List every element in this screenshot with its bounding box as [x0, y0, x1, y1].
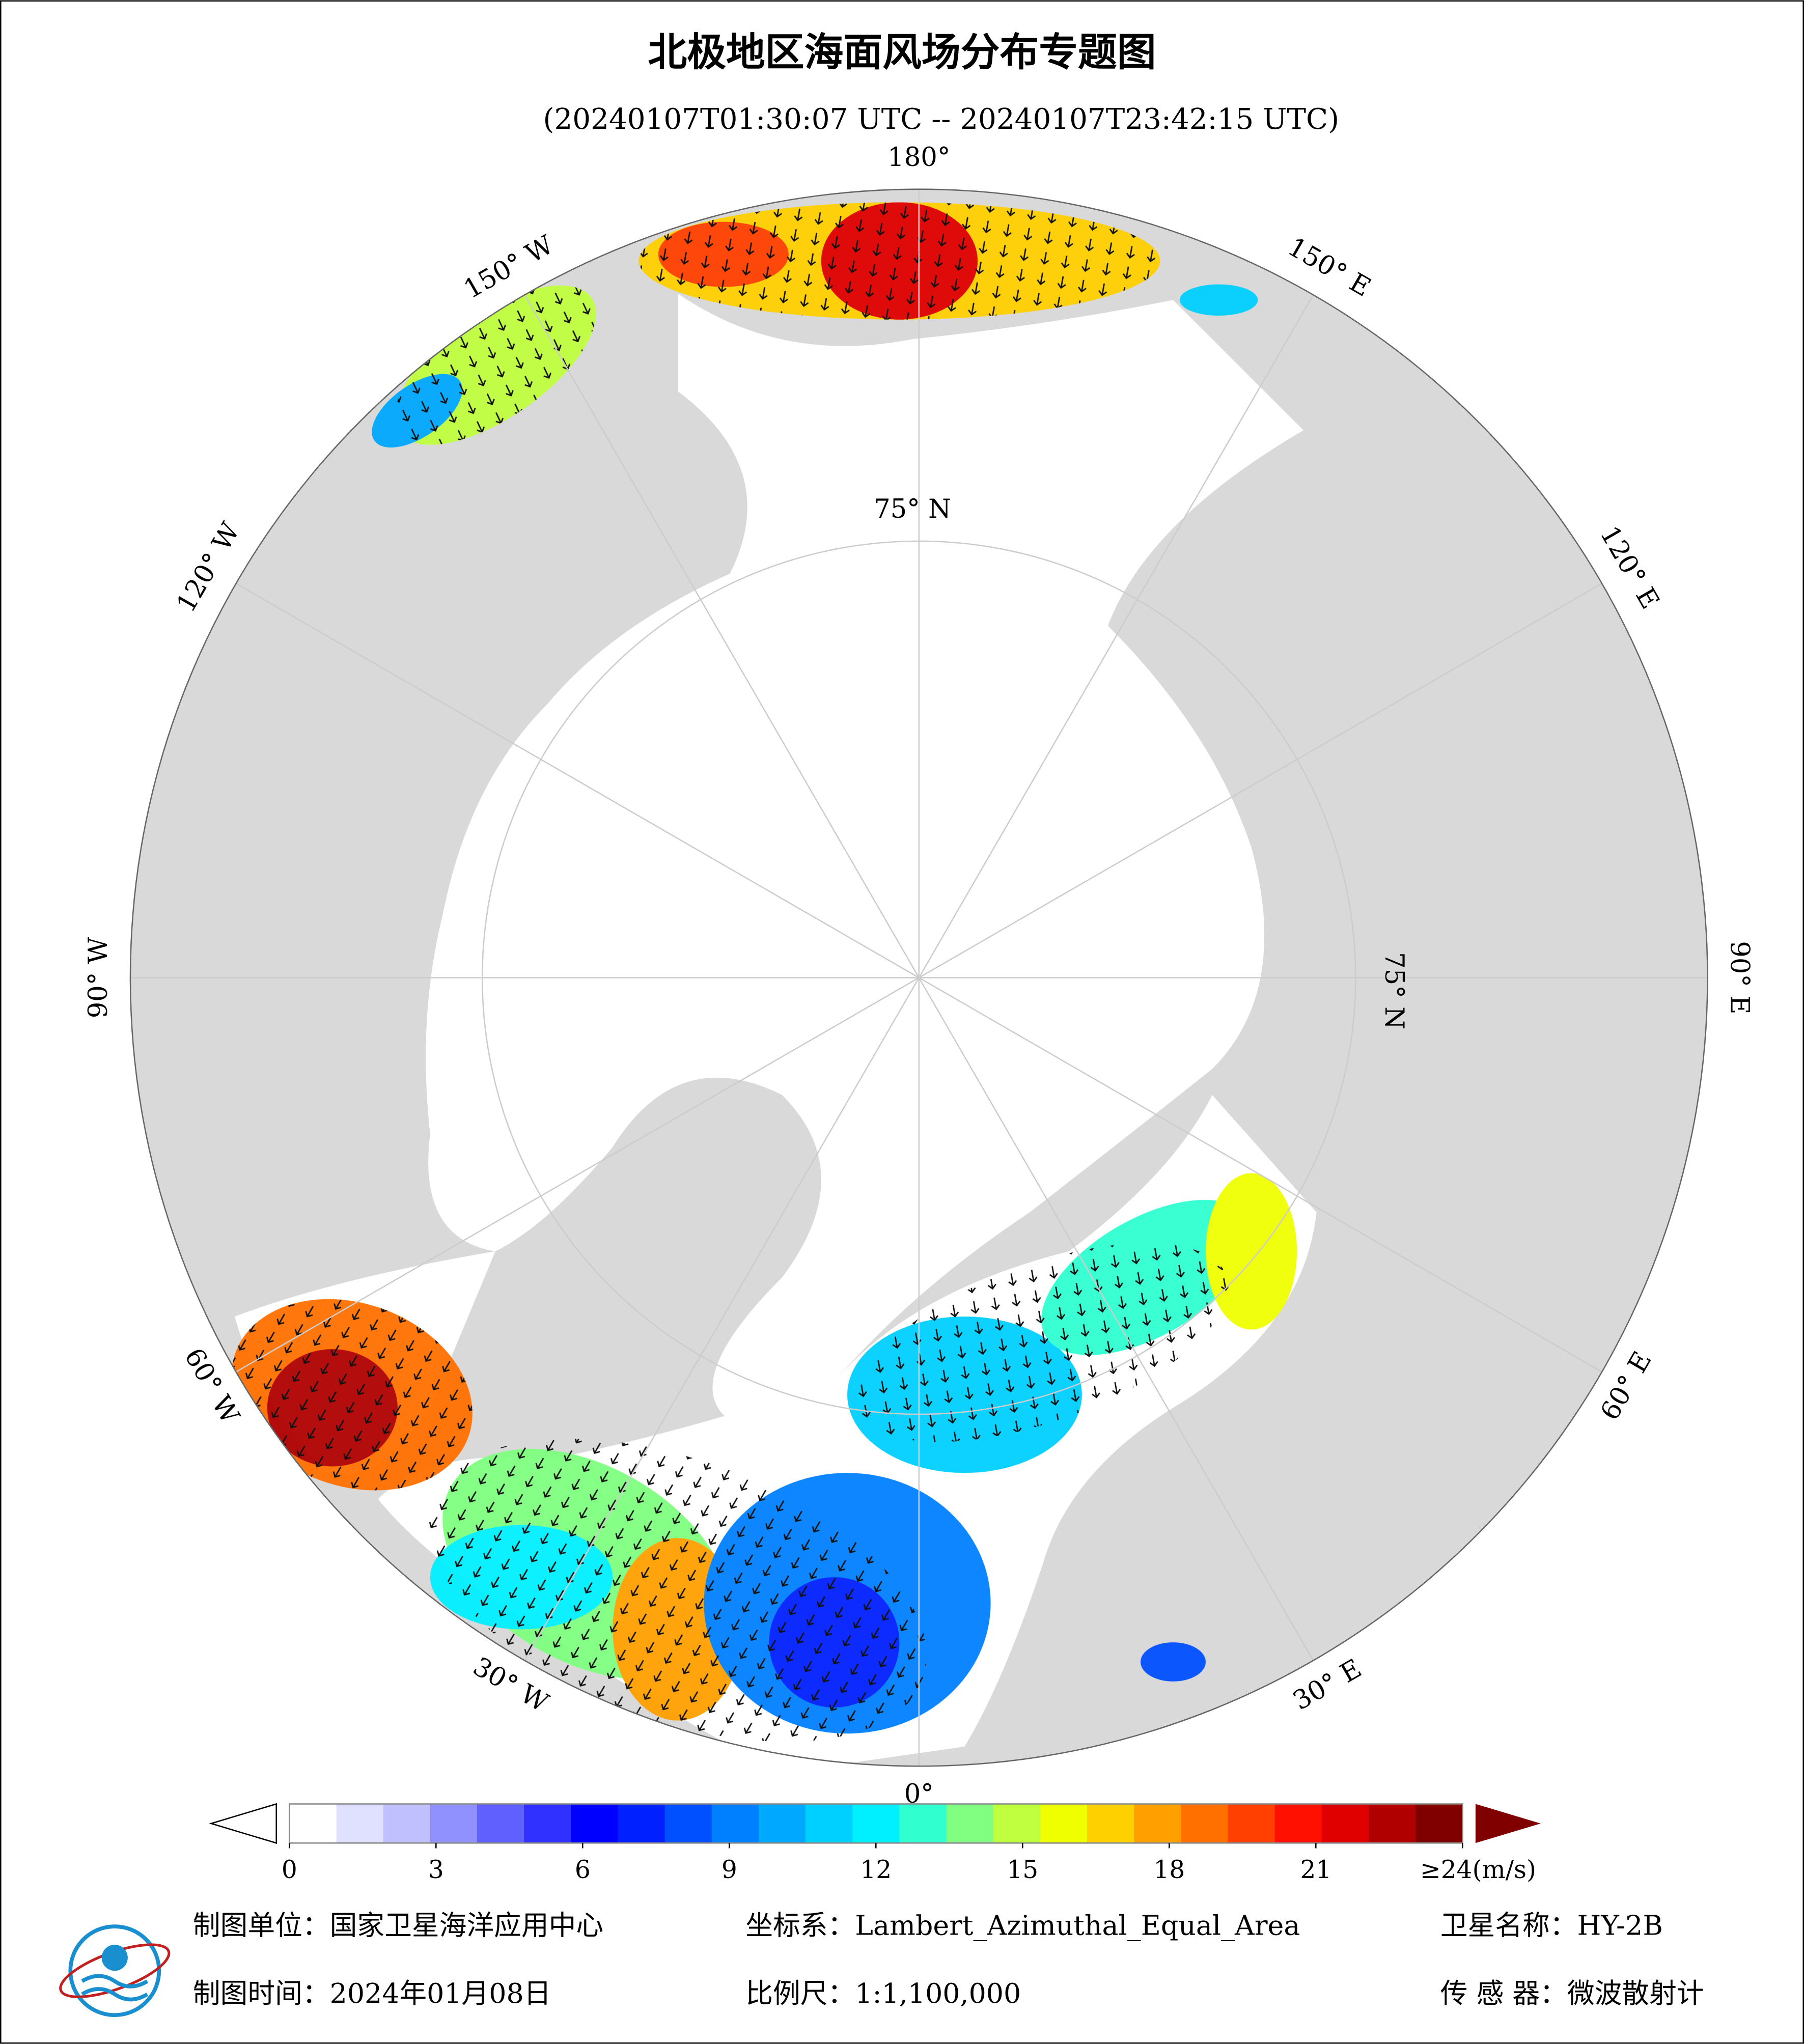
map-border	[129, 188, 1708, 1767]
lon-label: 180°	[887, 142, 950, 173]
colorbar-swatch	[806, 1804, 853, 1843]
colorbar-swatch	[571, 1804, 619, 1843]
meridian	[235, 977, 920, 1373]
colorbar-swatch	[1181, 1804, 1229, 1843]
meridian	[918, 294, 1314, 978]
meridian	[919, 977, 1602, 1373]
colorbar-swatch	[477, 1804, 525, 1843]
colorbar-swatch	[1134, 1804, 1182, 1843]
colorbar-swatch	[899, 1804, 947, 1843]
colorbar-tick-label: 6	[575, 1856, 591, 1884]
colorbar-swatch	[336, 1804, 384, 1843]
colorbar-swatch	[524, 1804, 572, 1843]
colorbar-swatch	[1228, 1804, 1275, 1843]
colorbar-tick-label: 9	[721, 1856, 737, 1884]
meridians	[130, 189, 1708, 1767]
colorbar-swatch	[618, 1804, 665, 1843]
footer-sensor: 传 感 器：微波散射计	[1440, 1977, 1704, 2009]
colorbar-tick-label: 0	[282, 1856, 297, 1884]
colorbar-swatch	[1274, 1804, 1323, 1843]
colorbar-swatch	[711, 1804, 760, 1843]
colorbar-swatch	[1040, 1804, 1088, 1843]
colorbar-swatch	[664, 1804, 713, 1843]
colorbar-swatch	[993, 1804, 1041, 1843]
colorbar-swatch	[1368, 1804, 1417, 1843]
footer-crs: 坐标系：Lambert_Azimuthal_Equal_Area	[745, 1910, 1300, 1942]
lat-label: 75° N	[874, 494, 951, 524]
colorbar-swatch	[1416, 1804, 1463, 1843]
colorbar-swatch	[946, 1804, 994, 1843]
colorbar-swatch	[289, 1804, 337, 1843]
colorbar-swatch	[430, 1804, 478, 1843]
colorbar-tick-label: 21	[1300, 1856, 1331, 1884]
footer: 制图单位：国家卫星海洋应用中心 坐标系：Lambert_Azimuthal_Eq…	[59, 1910, 1704, 2018]
colorbar-high-arrow	[1475, 1804, 1541, 1843]
colorbar-swatch	[852, 1804, 900, 1843]
title: 北极地区海面风场分布专题图	[648, 30, 1156, 75]
colorbar-swatch	[383, 1804, 431, 1843]
logo	[59, 1924, 171, 2018]
footer-scale: 比例尺：1:1,100,000	[745, 1977, 1021, 2009]
footer-unit: 制图单位：国家卫星海洋应用中心	[193, 1910, 603, 1942]
lon-label: 90° E	[1724, 941, 1755, 1014]
meridian	[235, 582, 920, 978]
map	[130, 189, 1708, 1767]
subtitle: (20240107T01:30:07 UTC -- 20240107T23:42…	[543, 103, 1340, 136]
footer-satellite: 卫星名称：HY-2B	[1440, 1910, 1663, 1942]
lon-label: 90° W	[83, 937, 114, 1018]
colorbar: 0 3 6 9 12 15 18 21 ≥24(m/s)	[209, 1803, 1541, 1884]
colorbar-tick-label: ≥24(m/s)	[1420, 1856, 1536, 1884]
colorbar-tick-label: 3	[428, 1856, 444, 1884]
lat-label: 75° N	[1379, 952, 1409, 1029]
meridian	[919, 582, 1602, 978]
meridian	[524, 294, 920, 978]
colorbar-low-arrow	[209, 1803, 277, 1844]
meridian	[918, 977, 1314, 1661]
wind-arrows	[231, 202, 1229, 1742]
colorbar-tick-label: 18	[1153, 1856, 1185, 1884]
colorbar-tick-label: 15	[1007, 1856, 1038, 1884]
colorbar-swatch	[1087, 1804, 1135, 1843]
footer-date: 制图时间：2024年01月08日	[193, 1977, 551, 2009]
arctic-ocean	[426, 293, 1303, 1421]
colorbar-swatch	[1321, 1804, 1370, 1843]
colorbar-swatch	[758, 1804, 807, 1843]
meridian	[524, 977, 920, 1661]
colorbar-tick-label: 12	[860, 1856, 892, 1884]
